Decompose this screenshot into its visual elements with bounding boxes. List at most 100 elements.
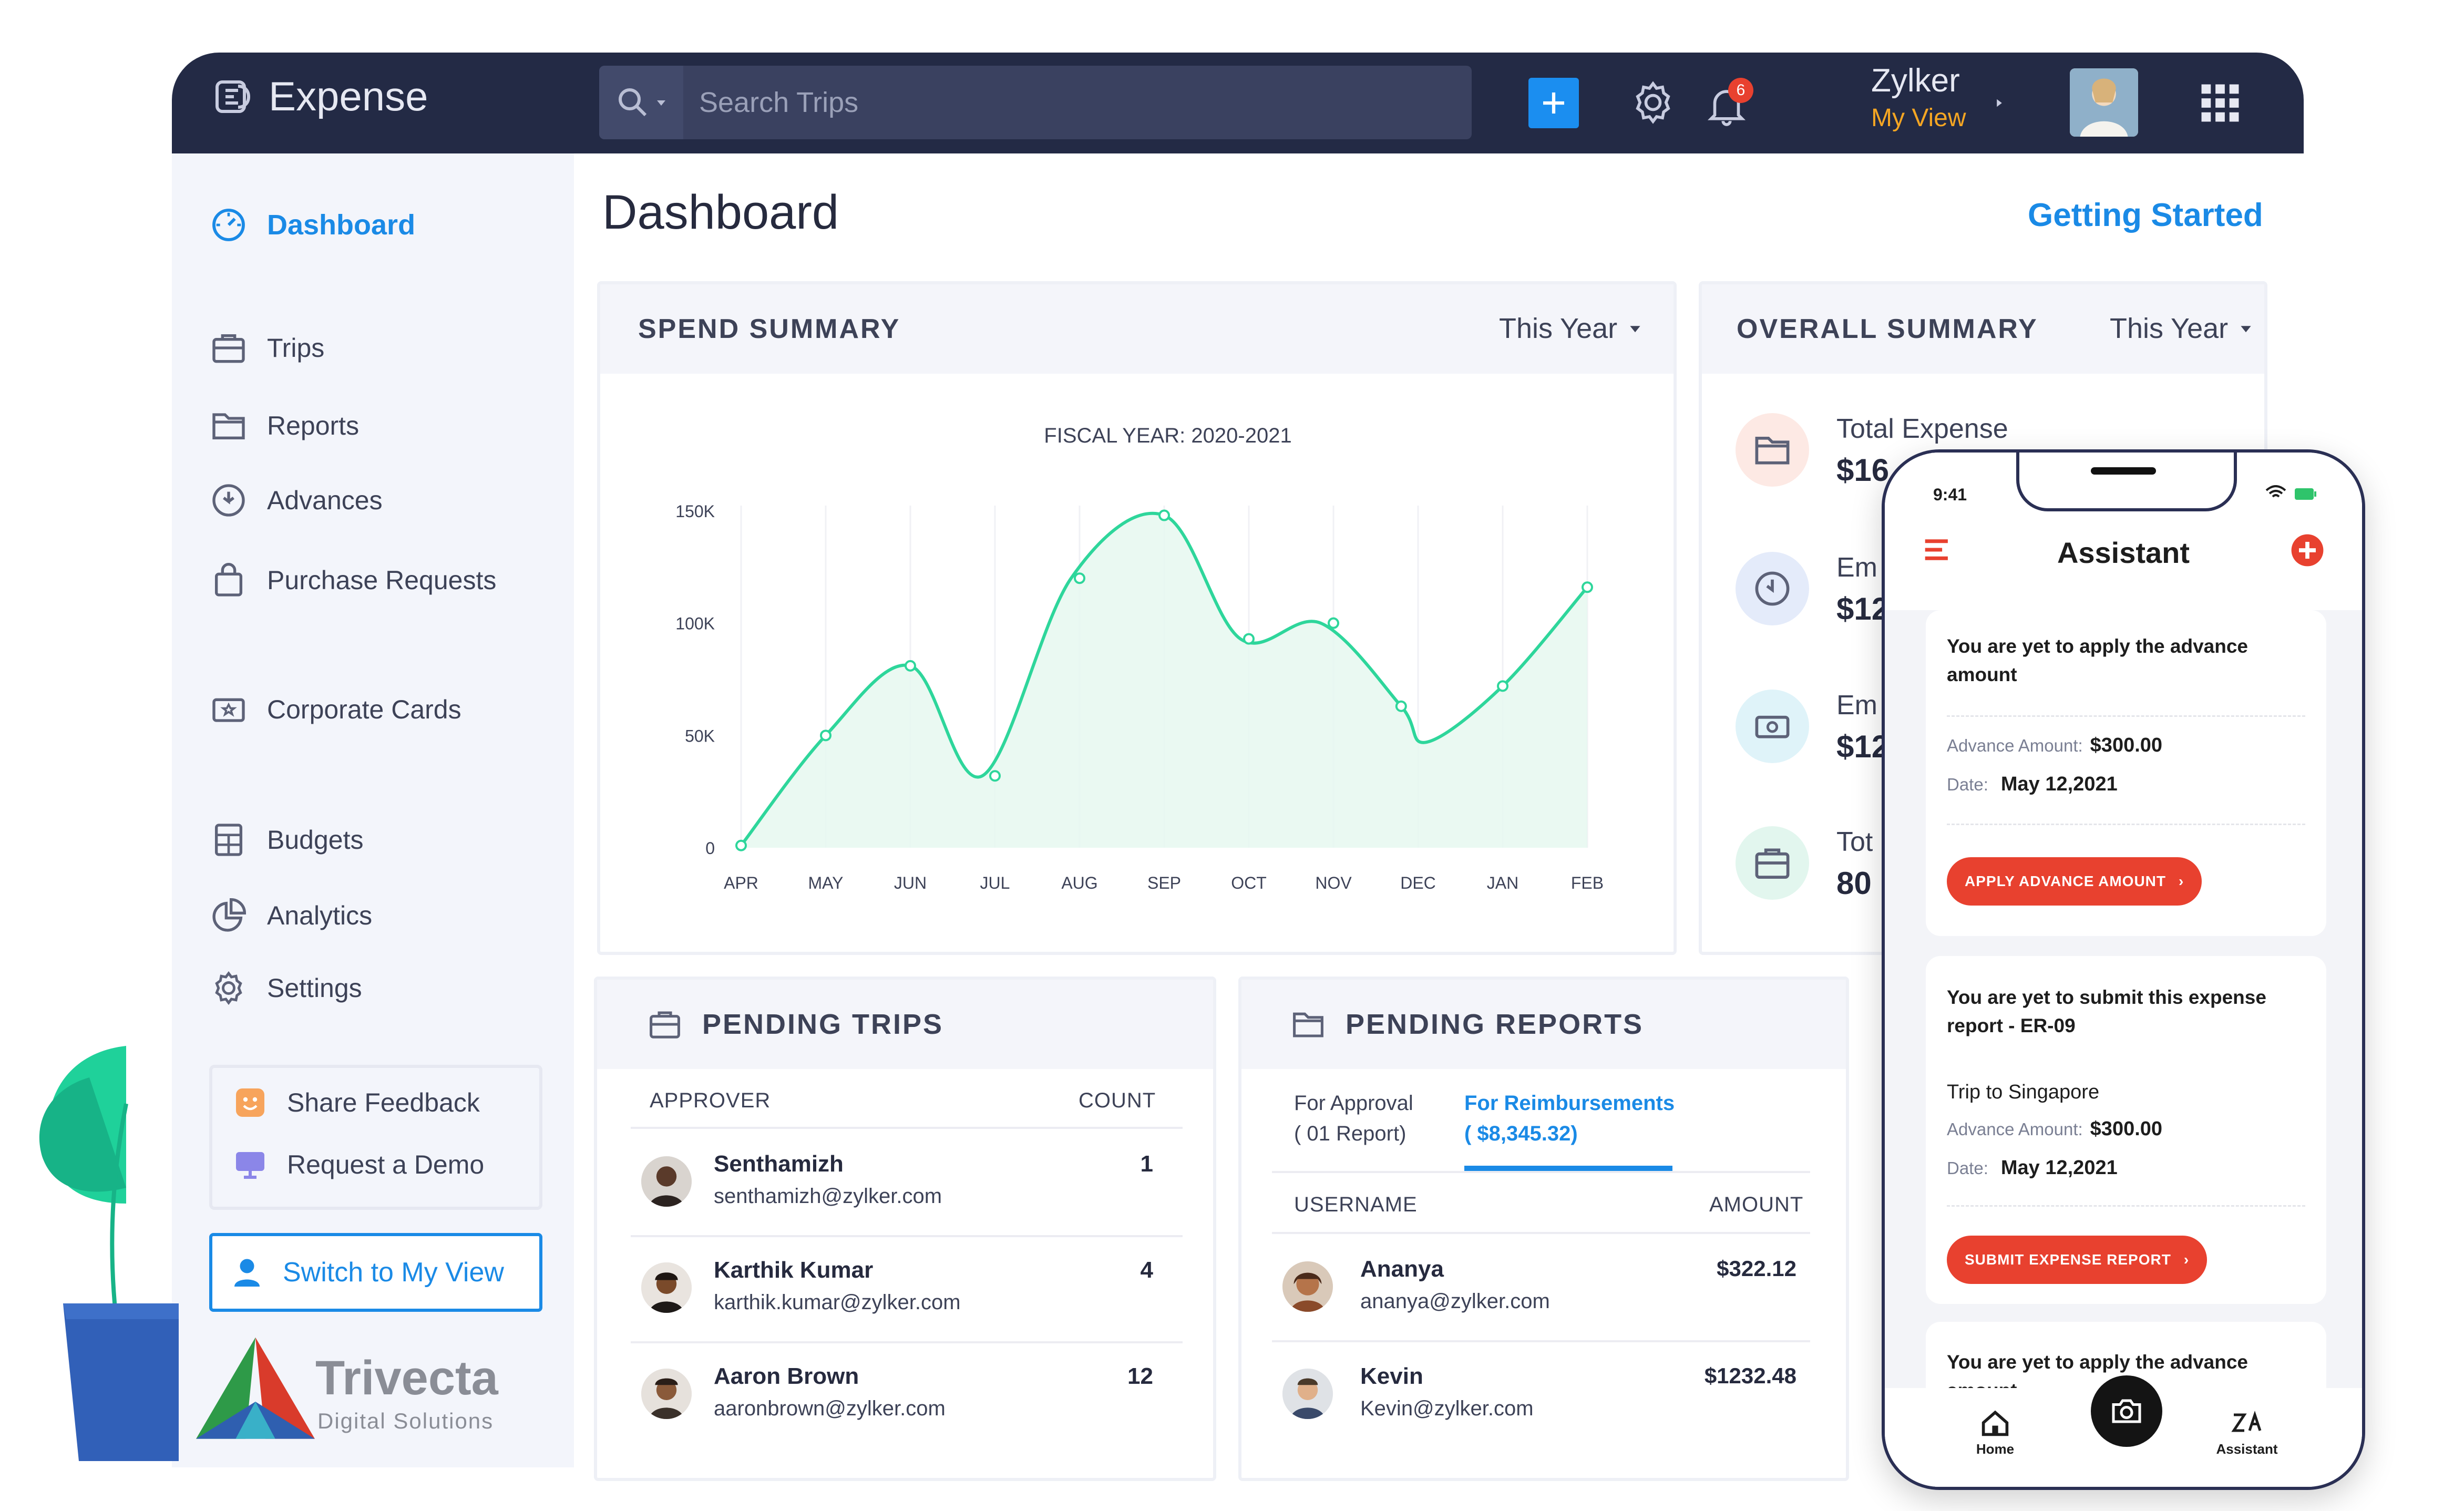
dashboard-icon <box>212 209 245 241</box>
sidebar-item-purchase-requests[interactable]: Purchase Requests <box>210 559 496 601</box>
assistant-message: You are yet to apply the advance amount <box>1947 635 2248 685</box>
data-point[interactable] <box>735 839 747 851</box>
share-feedback-link[interactable]: Share Feedback <box>234 1087 480 1118</box>
spend-period-dropdown[interactable]: This Year <box>1499 312 1641 345</box>
sidebar-item-label: Budgets <box>267 825 364 855</box>
summary-value: $12 <box>1836 729 1890 764</box>
assistant-tab[interactable]: Assistant <box>2197 1409 2297 1457</box>
folder-icon <box>1293 1012 1323 1037</box>
summary-icon-bg <box>1736 690 1809 763</box>
divider <box>631 1235 1183 1237</box>
add-button[interactable] <box>1528 78 1579 128</box>
y-tick-label: 0 <box>705 839 715 858</box>
overall-period-value: This Year <box>2110 313 2229 344</box>
data-point[interactable] <box>1158 509 1170 521</box>
sidebar-item-reports[interactable]: Reports <box>210 405 359 447</box>
view-label: My View <box>1871 104 1966 132</box>
table-row[interactable]: Aaron Brown aaronbrown@zylker.com 12 <box>631 1342 1183 1447</box>
menu-icon[interactable] <box>1924 538 1952 562</box>
search-scope-dropdown[interactable] <box>599 66 683 139</box>
tab-label: For Approval <box>1294 1092 1413 1115</box>
x-tick-label: JUL <box>980 873 1010 892</box>
card-icon <box>212 698 245 722</box>
calculator-icon <box>214 824 243 856</box>
overall-period-dropdown[interactable]: This Year <box>2110 312 2252 345</box>
tab-for-reimbursements[interactable]: For Reimbursements ( $8,345.32) <box>1464 1088 1675 1149</box>
clock-icon <box>1755 571 1790 606</box>
switch-view-button[interactable]: Switch to My View <box>209 1233 542 1312</box>
pie-chart-icon <box>212 898 247 932</box>
org-switcher[interactable]: Zylker My View <box>1871 62 2008 141</box>
notifications-button[interactable]: 6 <box>1703 78 1755 130</box>
date-label: Date: <box>1947 1158 1988 1178</box>
data-point[interactable] <box>989 770 1001 782</box>
pending-trips-title: PENDING TRIPS <box>702 1009 944 1040</box>
chevron-right-icon <box>1997 99 2002 107</box>
x-tick-label: FEB <box>1571 873 1604 892</box>
table-row[interactable]: Kevin Kevin@zylker.com $1232.48 <box>1272 1342 1810 1447</box>
y-tick-label: 50K <box>685 726 715 745</box>
table-row[interactable]: Karthik Kumar karthik.kumar@zylker.com 4 <box>631 1236 1183 1341</box>
getting-started-link[interactable]: Getting Started <box>2028 197 2263 233</box>
summary-label: Total Expense <box>1836 414 2008 444</box>
settings-button[interactable] <box>1629 79 1677 129</box>
sidebar-item-analytics[interactable]: Analytics <box>210 895 372 937</box>
button-label: APPLY ADVANCE AMOUNT <box>1965 873 2167 889</box>
sidebar-item-corporate-cards[interactable]: Corporate Cards <box>210 688 461 731</box>
summary-value: 80 <box>1836 866 1872 901</box>
apps-grid-button[interactable] <box>2200 83 2240 126</box>
data-point[interactable] <box>1074 572 1085 584</box>
date-value: May 12,2021 <box>2000 773 2118 795</box>
row-count: 1 <box>1140 1151 1153 1177</box>
summary-label: Em <box>1836 690 1877 721</box>
row-name: Senthamizh <box>714 1151 844 1177</box>
tab-sublabel: ( $8,345.32) <box>1464 1122 1578 1145</box>
data-point[interactable] <box>905 660 916 672</box>
data-point[interactable] <box>1497 680 1508 692</box>
home-tab[interactable]: Home <box>1958 1409 2032 1457</box>
sidebar-item-advances[interactable]: Advances <box>210 479 383 521</box>
column-header-approver: APPROVER <box>650 1089 771 1112</box>
plant-illustration <box>39 1046 179 1461</box>
table-row[interactable]: Senthamizh senthamizh@zylker.com 1 <box>631 1130 1183 1235</box>
submit-expense-report-button[interactable]: SUBMIT EXPENSE REPORT › <box>1947 1236 2208 1284</box>
summary-value: $12 <box>1836 591 1890 626</box>
sidebar-item-settings[interactable]: Settings <box>210 967 362 1009</box>
tab-label: For Reimbursements <box>1464 1092 1675 1115</box>
data-point[interactable] <box>1395 700 1407 712</box>
data-point[interactable] <box>1582 581 1593 593</box>
sidebar-item-budgets[interactable]: Budgets <box>210 819 363 861</box>
pending-reports-card <box>1238 977 1849 1481</box>
chevron-right-icon: › <box>2179 873 2184 889</box>
x-tick-label: OCT <box>1231 873 1267 892</box>
user-avatar[interactable] <box>2070 68 2138 137</box>
sidebar-item-trips[interactable]: Trips <box>210 327 324 369</box>
notification-badge: 6 <box>1728 78 1753 103</box>
apps-grid-icon <box>2201 84 2239 122</box>
camera-button[interactable] <box>2091 1375 2162 1447</box>
apply-advance-button[interactable]: APPLY ADVANCE AMOUNT › <box>1947 857 2202 906</box>
date-label: Date: <box>1947 775 1988 794</box>
row-name: Kevin <box>1360 1363 1423 1389</box>
data-point[interactable] <box>820 729 831 742</box>
add-circle-icon[interactable] <box>2291 533 2324 567</box>
page-title: Dashboard <box>602 186 839 239</box>
divider <box>1272 1171 1810 1173</box>
data-point[interactable] <box>1328 617 1339 629</box>
trip-name: Trip to Singapore <box>1947 1081 2100 1103</box>
request-demo-link[interactable]: Request a Demo <box>234 1149 484 1180</box>
divider <box>1272 1232 1810 1234</box>
smiley-icon <box>236 1088 264 1117</box>
search-input[interactable] <box>699 81 1445 124</box>
data-point[interactable] <box>1243 633 1255 645</box>
card-header <box>1702 284 2264 374</box>
sidebar-item-dashboard[interactable]: Dashboard <box>210 204 415 246</box>
search-box[interactable] <box>599 66 1472 139</box>
app-logo[interactable]: Expense <box>213 73 428 120</box>
tab-for-approval[interactable]: For Approval ( 01 Report) <box>1294 1088 1413 1149</box>
divider <box>631 1127 1183 1129</box>
column-header-amount: AMOUNT <box>1709 1193 1804 1216</box>
user-icon <box>234 1259 260 1287</box>
table-row[interactable]: Ananya ananya@zylker.com $322.12 <box>1272 1235 1810 1340</box>
x-tick-label: APR <box>724 873 758 892</box>
